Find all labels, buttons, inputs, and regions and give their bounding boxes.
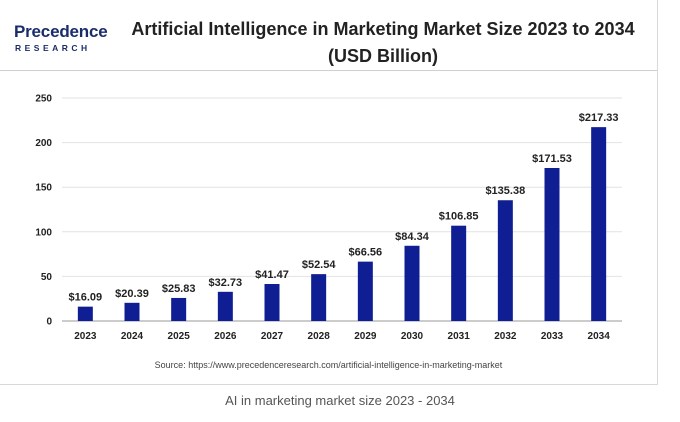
y-tick-label: 200 (35, 138, 52, 149)
x-tick-label: 2028 (308, 331, 331, 342)
y-tick-label: 0 (46, 317, 52, 328)
image-caption: AI in marketing market size 2023 - 2034 (225, 393, 455, 408)
chart-card: Precedence RESEARCH Artificial Intellige… (0, 0, 658, 385)
data-label: $84.34 (395, 231, 430, 243)
x-tick-label: 2032 (494, 331, 517, 342)
bar-2030 (404, 245, 420, 321)
title-divider (0, 70, 657, 71)
bar-2031 (451, 225, 467, 321)
x-tick-label: 2031 (448, 331, 471, 342)
x-tick-label: 2034 (588, 331, 611, 342)
data-label: $52.54 (302, 259, 337, 271)
chart-title: Artificial Intelligence in Marketing Mar… (131, 19, 635, 66)
x-tick-label: 2030 (401, 331, 424, 342)
logo-subtitle: RESEARCH (15, 43, 91, 53)
data-label: $135.38 (485, 185, 525, 197)
bar-2026 (217, 291, 233, 321)
bar-2033 (544, 167, 560, 321)
x-tick-label: 2027 (261, 331, 284, 342)
y-tick-label: 250 (35, 94, 52, 105)
bar-2029 (357, 261, 373, 321)
x-tick-label: 2026 (214, 331, 237, 342)
y-tick-label: 150 (35, 183, 52, 194)
data-label: $32.73 (209, 277, 243, 289)
y-tick-label: 100 (35, 227, 52, 238)
x-tick-label: 2023 (74, 331, 97, 342)
bar-2024 (124, 302, 140, 321)
source-note: Source: https://www.precedenceresearch.c… (154, 360, 503, 370)
bar-2027 (264, 284, 280, 321)
x-tick-label: 2025 (168, 331, 191, 342)
data-label: $106.85 (439, 211, 479, 223)
bar-2023 (77, 306, 93, 321)
bar-2032 (497, 200, 513, 321)
data-label: $217.33 (579, 112, 619, 124)
x-tick-label: 2024 (121, 331, 144, 342)
y-tick-label: 50 (41, 272, 53, 283)
brand-logo: Precedence RESEARCH (14, 22, 114, 62)
bar-2025 (171, 297, 187, 321)
data-label: $41.47 (255, 269, 289, 281)
bar-2034 (591, 127, 607, 322)
data-label: $16.09 (69, 292, 103, 304)
x-tick-label: 2029 (354, 331, 377, 342)
data-label: $66.56 (349, 247, 383, 259)
data-label: $20.39 (115, 288, 149, 300)
bar-chart: 0 50 100 150 200 250 $16.09 2023 $20.39 2024 $25.8… (35, 94, 622, 342)
data-label: $25.83 (162, 283, 196, 295)
x-tick-label: 2033 (541, 331, 564, 342)
bar-2028 (311, 274, 327, 321)
logo-wordmark: Precedence (14, 22, 108, 41)
data-label: $171.53 (532, 153, 572, 165)
